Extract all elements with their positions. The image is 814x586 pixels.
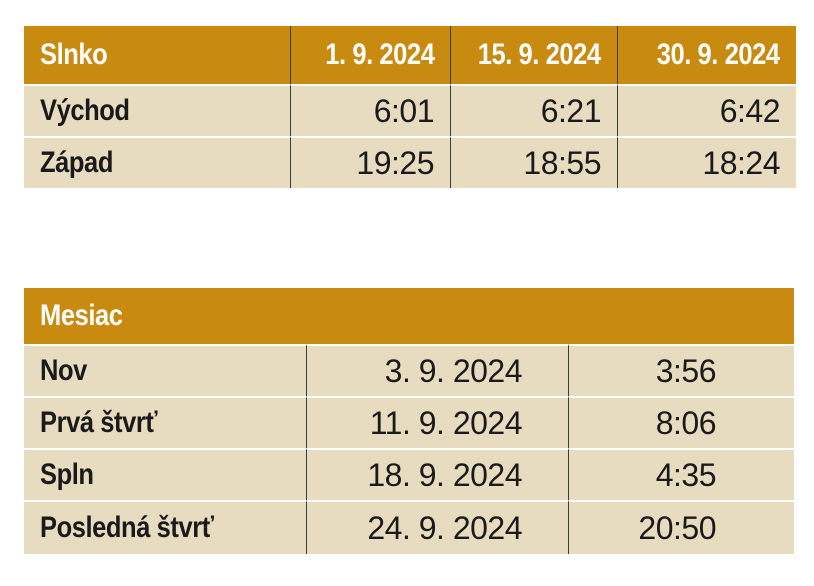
sun-table: Slnko 1. 9. 2024 15. 9. 2024 30. 9. 2024… — [24, 26, 796, 188]
moon-header-title: Mesiac — [24, 288, 794, 344]
sun-cell: 6:42 — [618, 84, 796, 136]
moon-time-cell: 3:56 — [569, 344, 794, 396]
moon-table: Mesiac Nov 3. 9. 2024 3:56 Prvá štvrť 11… — [24, 288, 794, 554]
sun-cell: 18:24 — [618, 136, 796, 188]
moon-date-cell: 11. 9. 2024 — [307, 396, 569, 448]
moon-time-cell: 20:50 — [569, 500, 794, 554]
moon-row-label: Spln — [24, 448, 307, 500]
sun-cell: 6:01 — [291, 84, 451, 136]
sun-row-label: Východ — [24, 84, 291, 136]
sun-header-date-1: 1. 9. 2024 — [291, 26, 451, 84]
sun-row-label: Západ — [24, 136, 291, 188]
sun-cell: 6:21 — [451, 84, 618, 136]
sun-header-title: Slnko — [24, 26, 291, 84]
moon-time-cell: 8:06 — [569, 396, 794, 448]
moon-date-cell: 3. 9. 2024 — [307, 344, 569, 396]
moon-row-label: Prvá štvrť — [24, 396, 307, 448]
sun-header-date-2: 15. 9. 2024 — [451, 26, 618, 84]
moon-row-label: Posledná štvrť — [24, 500, 307, 554]
moon-time-cell: 4:35 — [569, 448, 794, 500]
moon-row-label: Nov — [24, 344, 307, 396]
sun-cell: 18:55 — [451, 136, 618, 188]
moon-date-cell: 24. 9. 2024 — [307, 500, 569, 554]
sun-header-date-3: 30. 9. 2024 — [618, 26, 796, 84]
sun-cell: 19:25 — [291, 136, 451, 188]
moon-date-cell: 18. 9. 2024 — [307, 448, 569, 500]
